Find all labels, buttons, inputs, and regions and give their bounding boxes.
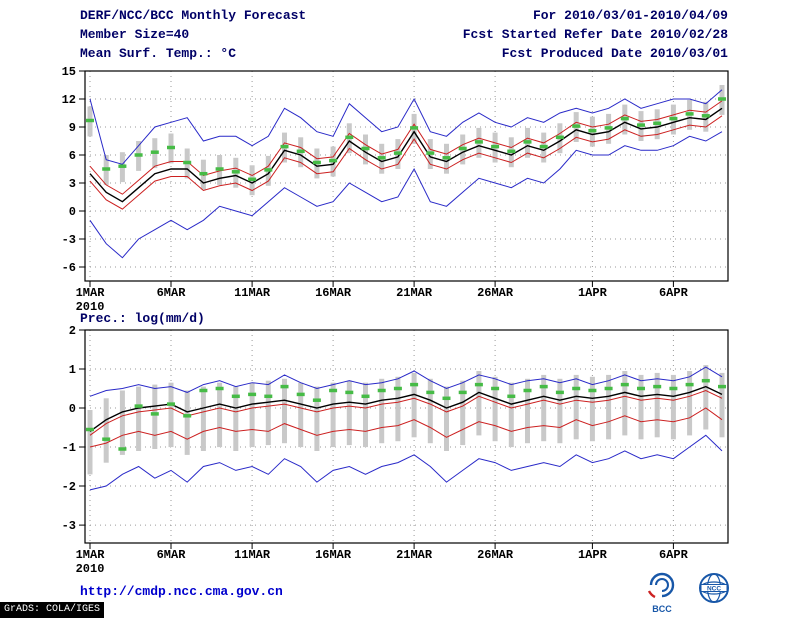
- bcc-logo-icon: [647, 572, 675, 599]
- ncc-logo-icon: NCC: [699, 573, 729, 603]
- svg-text:6MAR: 6MAR: [157, 286, 187, 300]
- svg-text:1MAR: 1MAR: [76, 548, 106, 562]
- svg-text:16MAR: 16MAR: [315, 286, 352, 300]
- precipitation-variable-label: Prec.: log(mm/d): [80, 311, 205, 326]
- svg-text:0: 0: [69, 402, 76, 416]
- svg-text:6APR: 6APR: [659, 286, 689, 300]
- svg-text:-1: -1: [62, 441, 76, 455]
- svg-text:11MAR: 11MAR: [234, 286, 271, 300]
- forecast-range-label: For 2010/03/01-2010/04/09: [532, 8, 728, 23]
- svg-text:1APR: 1APR: [578, 286, 608, 300]
- svg-text:0: 0: [69, 205, 76, 219]
- svg-text:21MAR: 21MAR: [396, 548, 433, 562]
- svg-text:26MAR: 26MAR: [477, 548, 514, 562]
- svg-text:2010: 2010: [76, 300, 105, 314]
- ncc-logo: NCC: [690, 571, 738, 610]
- svg-text:15: 15: [62, 65, 76, 79]
- grads-stamp: GrADS: COLA/IGES: [0, 602, 105, 618]
- page-title: DERF/NCC/BCC Monthly Forecast: [80, 8, 307, 23]
- produced-date-label: Fcst Produced Date 2010/03/01: [501, 46, 728, 61]
- svg-text:9: 9: [69, 121, 76, 135]
- source-url: http://cmdp.ncc.cma.gov.cn: [80, 584, 283, 599]
- temperature-variable-label: Mean Surf. Temp.: °C: [80, 46, 237, 61]
- svg-text:16MAR: 16MAR: [315, 548, 352, 562]
- svg-text:-6: -6: [62, 261, 76, 275]
- bcc-logo-label: BCC: [652, 604, 672, 614]
- svg-text:2: 2: [69, 324, 76, 338]
- svg-text:-3: -3: [62, 233, 76, 247]
- svg-text:6MAR: 6MAR: [157, 548, 187, 562]
- svg-text:1APR: 1APR: [578, 548, 608, 562]
- svg-text:NCC: NCC: [707, 586, 721, 593]
- svg-text:1MAR: 1MAR: [76, 286, 106, 300]
- svg-text:2010: 2010: [76, 562, 105, 576]
- svg-text:6APR: 6APR: [659, 548, 689, 562]
- svg-text:1: 1: [69, 363, 76, 377]
- member-size-label: Member Size=40: [80, 27, 190, 42]
- refer-date-label: Fcst Started Refer Date 2010/02/28: [462, 27, 728, 42]
- svg-text:-2: -2: [62, 480, 76, 494]
- svg-text:26MAR: 26MAR: [477, 286, 514, 300]
- svg-text:21MAR: 21MAR: [396, 286, 433, 300]
- svg-text:3: 3: [69, 177, 76, 191]
- svg-text:12: 12: [62, 93, 76, 107]
- bcc-logo: BCC: [640, 571, 684, 614]
- svg-text:11MAR: 11MAR: [234, 548, 271, 562]
- svg-text:6: 6: [69, 149, 76, 163]
- svg-text:-3: -3: [62, 519, 76, 533]
